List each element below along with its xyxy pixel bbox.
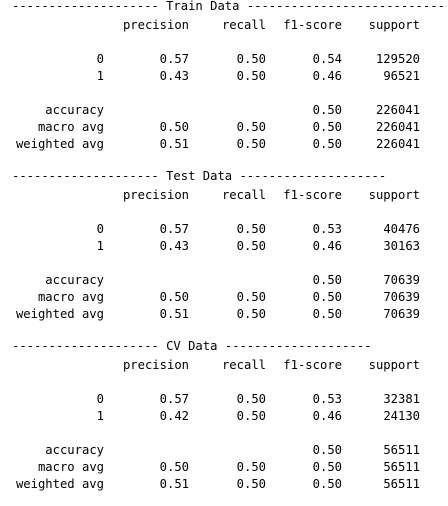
- report-section: -------------------- Test Data ---------…: [0, 169, 448, 330]
- header-recall: recall: [221, 188, 266, 202]
- summary-support: 70639: [383, 273, 420, 287]
- summary-label: weighted avg: [15, 137, 104, 151]
- row-precision: 0.43: [159, 69, 189, 83]
- summary-recall: 0.50: [236, 290, 266, 304]
- section-banner: -------------------- CV Data -----------…: [12, 339, 372, 353]
- summary-support: 226041: [375, 137, 420, 151]
- summary-f1-score: 0.50: [312, 103, 342, 117]
- header-f1-score: f1-score: [283, 188, 342, 202]
- summary-f1-score: 0.50: [312, 443, 342, 457]
- summary-label: accuracy: [45, 103, 104, 117]
- summary-precision: 0.50: [159, 120, 189, 134]
- row-f1-score: 0.46: [312, 409, 342, 423]
- summary-f1-score: 0.50: [312, 290, 342, 304]
- summary-precision: 0.51: [159, 477, 189, 491]
- row-precision: 0.57: [159, 222, 189, 236]
- summary-recall: 0.50: [236, 307, 266, 321]
- summary-label: accuracy: [45, 443, 104, 457]
- row-precision: 0.57: [159, 52, 189, 66]
- header-f1-score: f1-score: [283, 18, 342, 32]
- row-f1-score: 0.53: [312, 392, 342, 406]
- header-precision: precision: [122, 358, 189, 372]
- row-precision: 0.42: [159, 409, 189, 423]
- summary-f1-score: 0.50: [312, 120, 342, 134]
- row-support: 40476: [383, 222, 420, 236]
- summary-support: 56511: [383, 460, 420, 474]
- row-recall: 0.50: [236, 409, 266, 423]
- header-support: support: [368, 18, 420, 32]
- summary-precision: 0.51: [159, 137, 189, 151]
- row-support: 129520: [375, 52, 420, 66]
- row-label: 1: [96, 69, 104, 83]
- header-precision: precision: [122, 188, 189, 202]
- summary-recall: 0.50: [236, 137, 266, 151]
- summary-label: weighted avg: [15, 307, 104, 321]
- summary-f1-score: 0.50: [312, 273, 342, 287]
- report-section: -------------------- CV Data -----------…: [0, 339, 448, 500]
- header-precision: precision: [122, 18, 189, 32]
- summary-recall: 0.50: [236, 460, 266, 474]
- summary-precision: 0.50: [159, 290, 189, 304]
- row-recall: 0.50: [236, 52, 266, 66]
- summary-recall: 0.50: [236, 120, 266, 134]
- row-precision: 0.57: [159, 392, 189, 406]
- row-label: 1: [96, 409, 104, 423]
- summary-support: 70639: [383, 307, 420, 321]
- row-f1-score: 0.46: [312, 239, 342, 253]
- summary-label: weighted avg: [15, 477, 104, 491]
- summary-f1-score: 0.50: [312, 307, 342, 321]
- summary-precision: 0.51: [159, 307, 189, 321]
- header-support: support: [368, 188, 420, 202]
- summary-label: accuracy: [45, 273, 104, 287]
- section-banner: -------------------- Test Data ---------…: [12, 169, 387, 183]
- summary-recall: 0.50: [236, 477, 266, 491]
- header-recall: recall: [221, 358, 266, 372]
- row-support: 32381: [383, 392, 420, 406]
- section-banner: -------------------- Train Data --------…: [12, 0, 445, 13]
- row-recall: 0.50: [236, 69, 266, 83]
- summary-label: macro avg: [37, 460, 104, 474]
- header-recall: recall: [221, 18, 266, 32]
- summary-support: 226041: [375, 120, 420, 134]
- row-label: 0: [96, 222, 104, 236]
- summary-f1-score: 0.50: [312, 460, 342, 474]
- row-label: 0: [96, 392, 104, 406]
- row-support: 24130: [383, 409, 420, 423]
- summary-f1-score: 0.50: [312, 477, 342, 491]
- row-label: 0: [96, 52, 104, 66]
- row-precision: 0.43: [159, 239, 189, 253]
- summary-precision: 0.50: [159, 460, 189, 474]
- header-support: support: [368, 358, 420, 372]
- summary-support: 56511: [383, 477, 420, 491]
- row-f1-score: 0.54: [312, 52, 342, 66]
- row-f1-score: 0.46: [312, 69, 342, 83]
- row-recall: 0.50: [236, 239, 266, 253]
- summary-label: macro avg: [37, 290, 104, 304]
- summary-label: macro avg: [37, 120, 104, 134]
- row-recall: 0.50: [236, 222, 266, 236]
- row-support: 30163: [383, 239, 420, 253]
- report-section: -------------------- Train Data --------…: [0, 0, 448, 160]
- summary-support: 226041: [375, 103, 420, 117]
- row-support: 96521: [383, 69, 420, 83]
- summary-f1-score: 0.50: [312, 137, 342, 151]
- row-recall: 0.50: [236, 392, 266, 406]
- row-label: 1: [96, 239, 104, 253]
- header-f1-score: f1-score: [283, 358, 342, 372]
- summary-support: 56511: [383, 443, 420, 457]
- summary-support: 70639: [383, 290, 420, 304]
- row-f1-score: 0.53: [312, 222, 342, 236]
